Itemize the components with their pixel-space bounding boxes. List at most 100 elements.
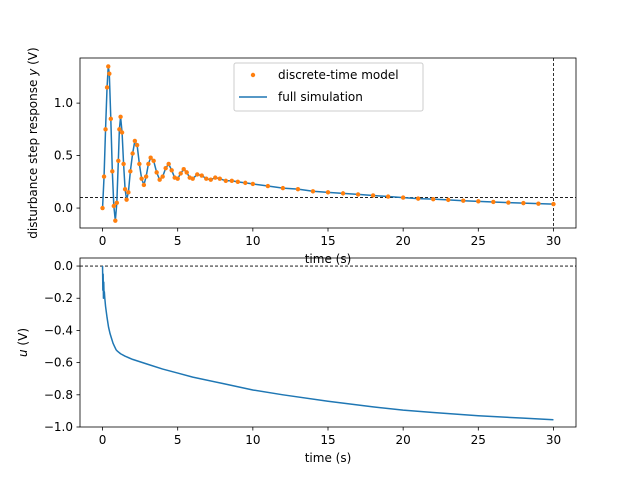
bottom-panel-y-axis-label: u (V) [16, 328, 30, 357]
x-tick-label: 10 [245, 433, 260, 447]
data-point [446, 197, 451, 203]
data-point [250, 181, 256, 187]
data-point [536, 201, 541, 206]
data-point [114, 200, 120, 206]
data-point [134, 142, 140, 148]
data-point [184, 170, 189, 175]
data-point [195, 172, 200, 177]
data-point [223, 178, 228, 183]
data-point [151, 158, 156, 164]
data-point [208, 177, 213, 182]
data-point [146, 161, 151, 167]
data-point [111, 203, 117, 209]
top-panel-x-ticks: 0 5 10 15 20 25 30 [99, 228, 561, 248]
bottom-panel-x-axis-label: time (s) [305, 451, 352, 465]
data-point [130, 151, 135, 156]
x-tick-label: 30 [546, 433, 561, 447]
bottom-panel-x-ticks: 0 5 10 15 20 25 30 [99, 427, 561, 447]
data-point [113, 218, 118, 223]
data-point [148, 155, 153, 160]
data-point [325, 190, 331, 195]
top-panel-y-label-variable: y [26, 68, 40, 77]
top-panel-markers-discrete-time-model [100, 64, 556, 223]
data-point [121, 161, 126, 167]
data-point [157, 177, 162, 182]
x-tick-label: 15 [320, 433, 335, 447]
x-tick-label: 20 [396, 433, 411, 447]
x-tick-label: 25 [471, 234, 486, 248]
data-point [163, 165, 168, 171]
data-point [139, 176, 144, 181]
y-tick-label: 1.0 [54, 96, 73, 110]
data-point [137, 161, 142, 167]
data-point [400, 195, 406, 200]
data-point [154, 170, 159, 175]
data-point [280, 185, 286, 191]
data-point [265, 183, 271, 189]
y-tick-label: 0.5 [54, 149, 73, 163]
bottom-panel: 0 5 10 15 20 25 30 0.0 −0.2 −0.4 −0.6 −0.8 −1.0 tim… [16, 257, 577, 465]
data-point [310, 189, 316, 194]
data-point [141, 182, 147, 188]
legend-label-discrete-time-model: discrete-time model [278, 68, 399, 82]
data-point [108, 116, 114, 122]
bottom-panel-plot-area [80, 265, 576, 421]
top-panel-y-label-suffix: (V) [26, 47, 40, 68]
data-point [551, 201, 556, 207]
x-tick-label: 25 [471, 433, 486, 447]
data-point [476, 199, 481, 204]
data-point [213, 175, 218, 180]
data-point [178, 171, 183, 176]
y-tick-label: −1.0 [44, 420, 73, 434]
top-panel-plot-area [80, 58, 576, 228]
y-tick-label: −0.2 [44, 291, 73, 305]
data-point [229, 178, 235, 183]
x-tick-label: 0 [99, 433, 107, 447]
data-point [116, 158, 121, 164]
data-point [491, 199, 496, 205]
top-panel-axes-frame [79, 57, 577, 229]
data-point [190, 176, 195, 181]
x-tick-label: 15 [320, 234, 335, 248]
x-tick-label: 0 [99, 234, 107, 248]
data-point [143, 174, 149, 179]
data-point [132, 138, 138, 144]
data-point [385, 194, 391, 199]
data-point [160, 174, 165, 179]
y-tick-label: 0.0 [54, 259, 73, 273]
data-point [110, 169, 115, 174]
data-point [415, 196, 421, 201]
y-tick-label: −0.6 [44, 356, 73, 370]
top-panel: 0 5 10 15 20 25 30 0.0 0.5 1.0 time (s) disturba… [26, 47, 577, 266]
top-panel-y-label-prefix: disturbance step response [26, 76, 40, 239]
data-point [340, 191, 346, 196]
x-tick-label: 5 [174, 433, 182, 447]
data-point [106, 64, 111, 69]
data-point [104, 85, 110, 90]
data-point [181, 167, 186, 172]
data-point [370, 193, 376, 198]
data-point [119, 130, 125, 135]
top-panel-y-ticks: 0.0 0.5 1.0 [54, 96, 80, 215]
data-point [126, 190, 131, 195]
data-point [199, 173, 204, 178]
data-point [118, 114, 123, 119]
data-point [521, 200, 526, 206]
legend-box [233, 62, 424, 112]
y-tick-label: 0.0 [54, 201, 73, 215]
bottom-panel-y-label-variable: u [16, 349, 30, 357]
legend: discrete-time model full simulation [233, 62, 424, 112]
data-point [295, 186, 301, 192]
data-point [235, 179, 241, 185]
data-point [217, 176, 222, 181]
x-tick-label: 10 [245, 234, 260, 248]
data-point [101, 174, 107, 179]
data-point [461, 198, 466, 203]
legend-marker-discrete [250, 72, 256, 78]
data-point [124, 197, 129, 202]
data-point [431, 196, 436, 202]
data-point [122, 186, 128, 192]
bottom-panel-axes-frame [79, 257, 577, 428]
bottom-panel-y-label-suffix: (V) [16, 328, 30, 349]
